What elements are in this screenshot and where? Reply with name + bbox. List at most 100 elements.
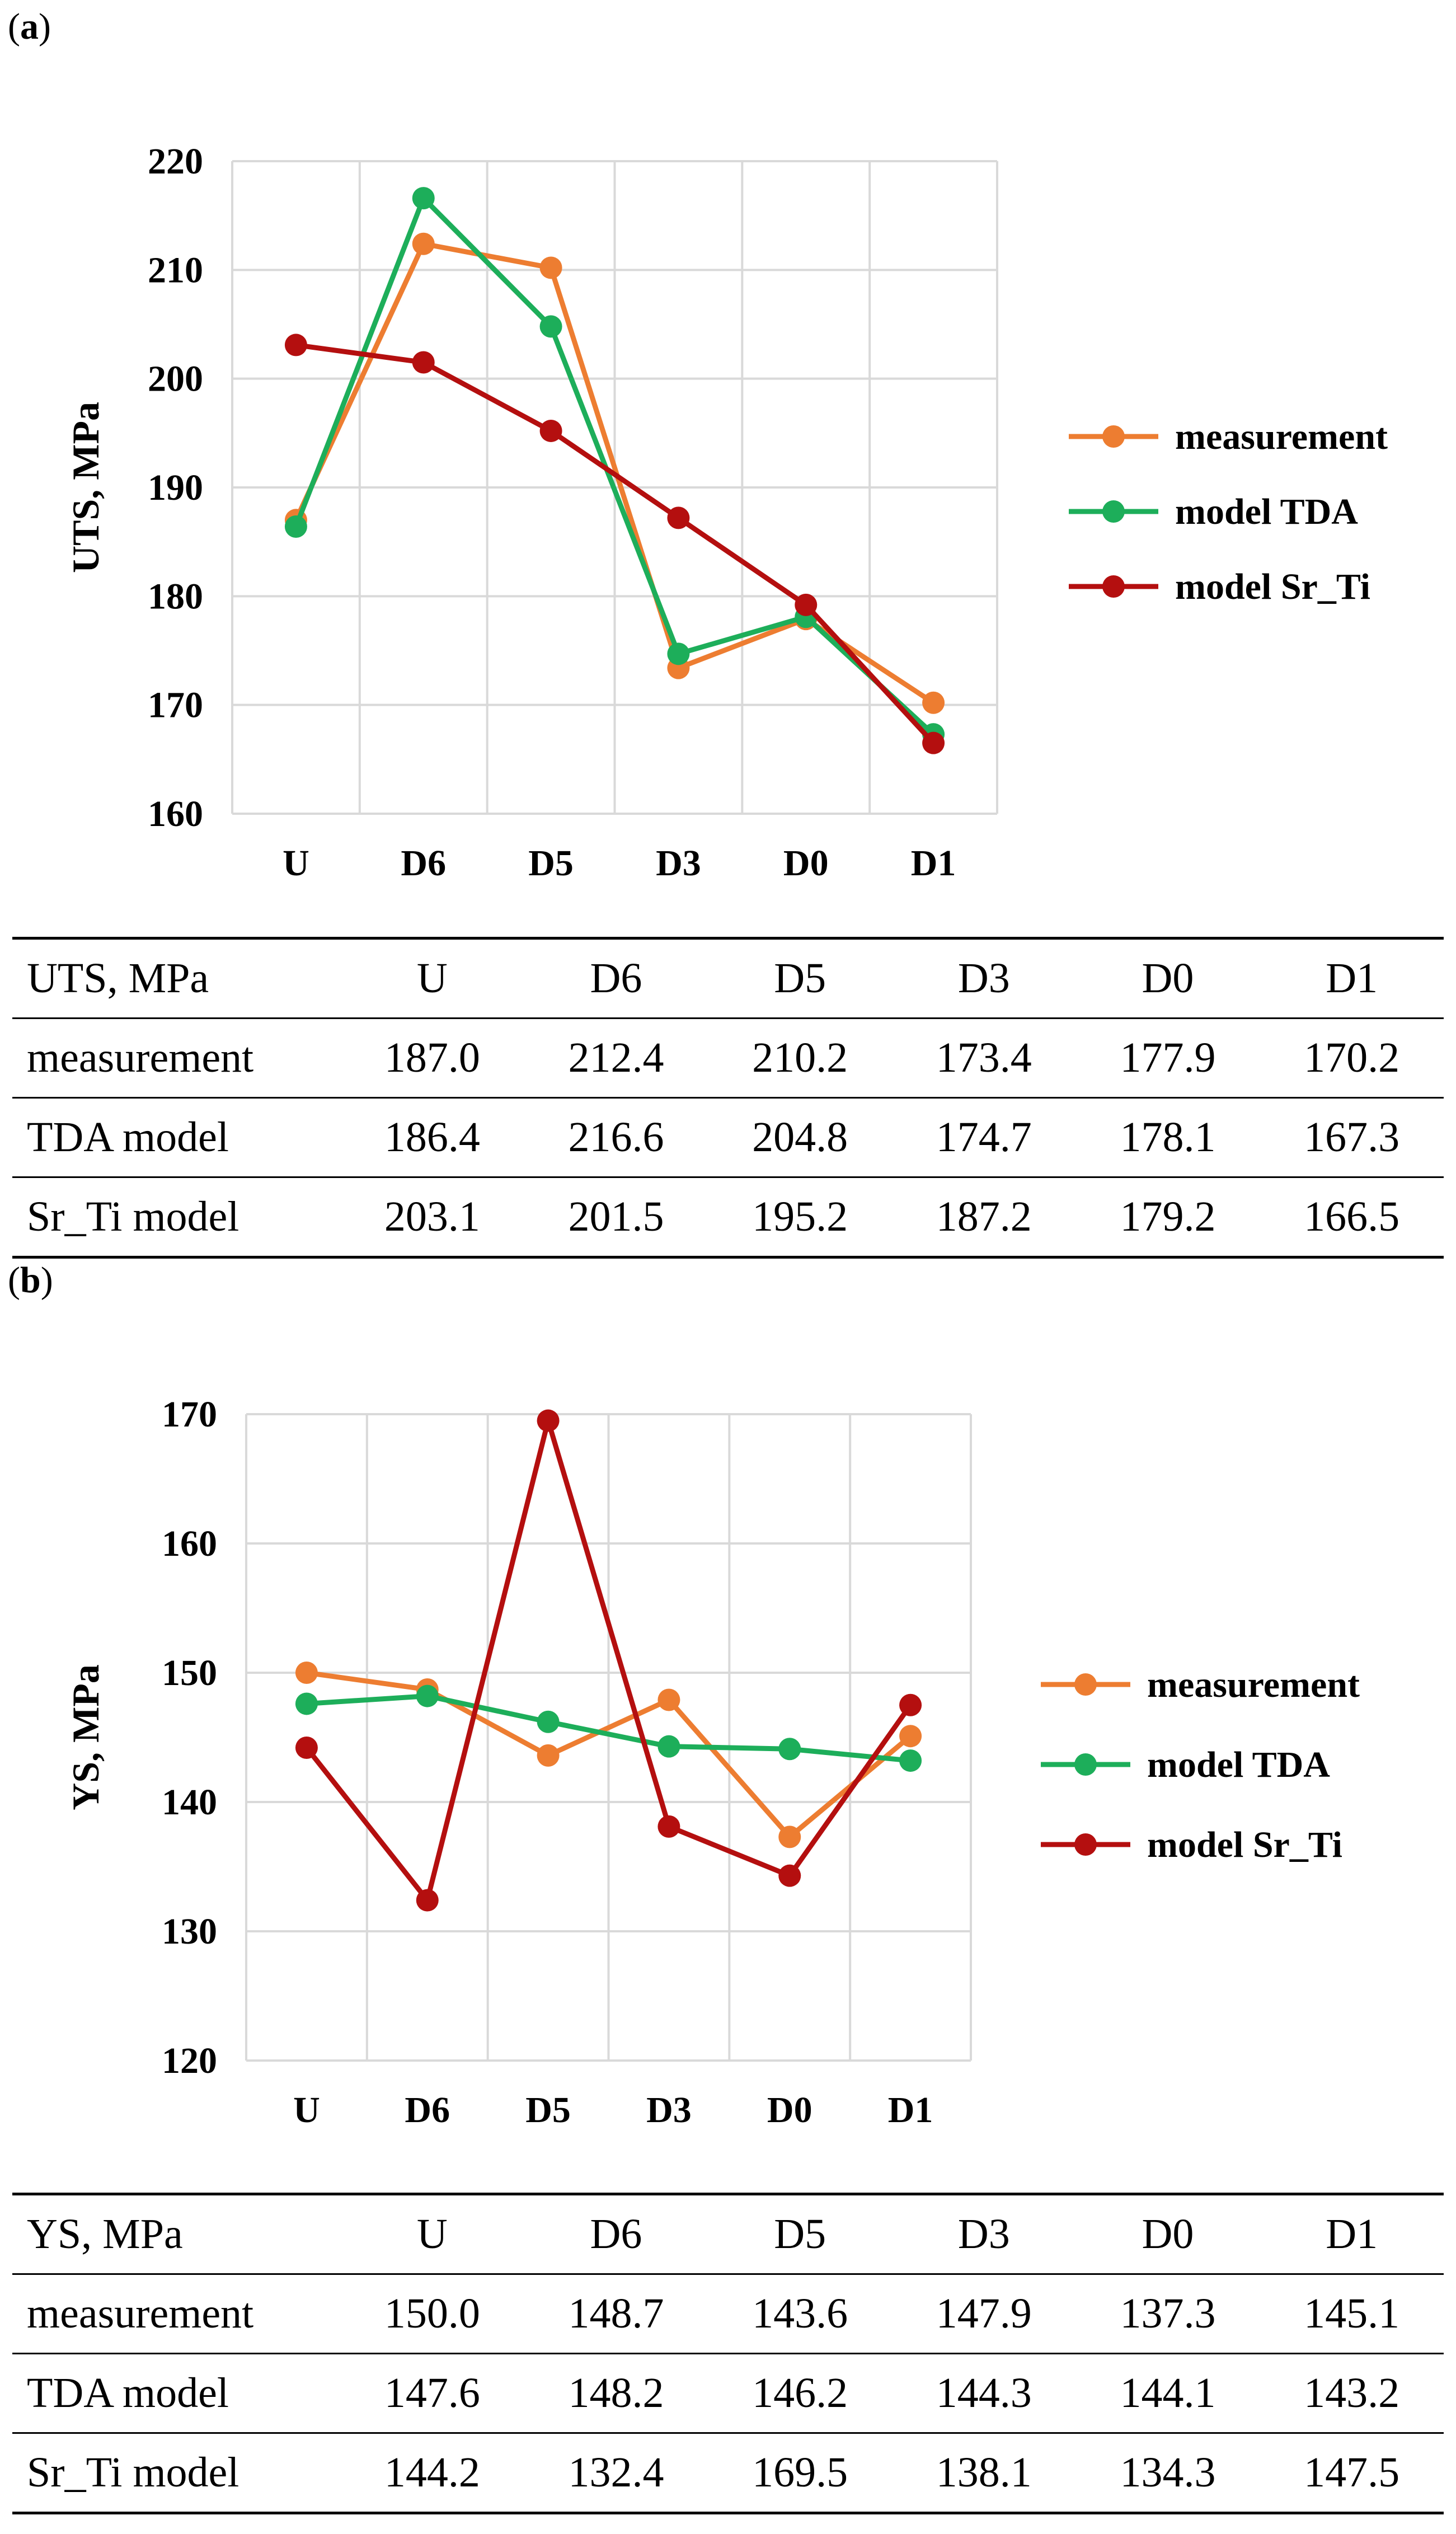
table-header-cell: D6 bbox=[524, 937, 708, 1019]
table-row: TDA model 147.6 148.2 146.2 144.3 144.1 … bbox=[12, 2353, 1444, 2434]
x-tick-label: D0 bbox=[783, 843, 829, 884]
data-point bbox=[922, 691, 945, 714]
series-line bbox=[306, 1693, 911, 1763]
table-cell: 186.4 bbox=[340, 1097, 524, 1178]
data-point bbox=[667, 506, 690, 529]
uts-table: UTS, MPa U D6 D5 D3 D0 D1 measurement 18… bbox=[12, 937, 1444, 1259]
x-tick-label: D1 bbox=[888, 2090, 933, 2131]
data-point bbox=[778, 1738, 801, 1761]
data-point bbox=[795, 593, 818, 616]
x-tick-label: D6 bbox=[401, 843, 446, 884]
table-cell: 144.1 bbox=[1075, 2353, 1260, 2434]
x-tick-label: D5 bbox=[525, 2090, 571, 2131]
table-cell: 144.2 bbox=[340, 2433, 524, 2514]
data-point bbox=[412, 351, 435, 374]
data-point bbox=[922, 731, 945, 754]
series-line bbox=[293, 241, 935, 705]
y-tick-label: 190 bbox=[148, 467, 203, 508]
table-header-cell: D3 bbox=[891, 937, 1076, 1019]
table-cell: TDA model bbox=[12, 2353, 340, 2434]
y-tick-label: 170 bbox=[162, 1394, 217, 1435]
table-cell: 148.7 bbox=[524, 2274, 708, 2354]
data-point bbox=[899, 1749, 922, 1772]
table-header-cell: D5 bbox=[708, 937, 892, 1019]
table-cell: 167.3 bbox=[1260, 1097, 1444, 1178]
y-tick-label: 130 bbox=[162, 1911, 217, 1952]
table-cell: 195.2 bbox=[708, 1177, 892, 1259]
table-cell: 150.0 bbox=[340, 2274, 524, 2354]
table-cell: 147.9 bbox=[891, 2274, 1076, 2354]
table-cell: 144.3 bbox=[891, 2353, 1076, 2434]
y-axis-label: UTS, MPa bbox=[64, 402, 107, 573]
table-cell: Sr_Ti model bbox=[12, 1177, 340, 1259]
x-tick-label: D5 bbox=[528, 843, 574, 884]
panel-a-label: (a) bbox=[8, 6, 51, 47]
table-header-row: UTS, MPa U D6 D5 D3 D0 D1 bbox=[12, 937, 1444, 1019]
data-point bbox=[295, 1692, 318, 1715]
table-cell: 166.5 bbox=[1260, 1177, 1444, 1259]
table-header-cell: D5 bbox=[708, 2193, 892, 2275]
data-point bbox=[778, 1864, 801, 1887]
table-cell: 212.4 bbox=[524, 1018, 708, 1099]
x-tick-label: U bbox=[283, 843, 309, 884]
legend-marker bbox=[1074, 1753, 1097, 1776]
table-cell: 146.2 bbox=[708, 2353, 892, 2434]
y-tick-label: 170 bbox=[148, 685, 203, 726]
table-cell: measurement bbox=[12, 2274, 340, 2354]
table-cell: 145.1 bbox=[1260, 2274, 1444, 2354]
table-row: TDA model 186.4 216.6 204.8 174.7 178.1 … bbox=[12, 1097, 1444, 1178]
series-line bbox=[295, 342, 936, 745]
table-cell: 147.6 bbox=[340, 2353, 524, 2434]
data-point bbox=[539, 419, 562, 442]
y-axis-label: YS, MPa bbox=[64, 1664, 107, 1810]
table-row: Sr_Ti model 144.2 132.4 169.5 138.1 134.… bbox=[12, 2433, 1444, 2514]
uts-line-chart: 160 170 180 190 200 210 220 U D6 D5 D3 D0 D1 UTS, MPa… bbox=[64, 141, 1388, 884]
table-row: measurement 150.0 148.7 143.6 147.9 137.… bbox=[12, 2274, 1444, 2354]
table-cell: 148.2 bbox=[524, 2353, 708, 2434]
table-cell: 187.0 bbox=[340, 1018, 524, 1099]
table-cell: 174.7 bbox=[891, 1097, 1076, 1178]
table-cell: Sr_Ti model bbox=[12, 2433, 340, 2514]
table-cell: measurement bbox=[12, 1018, 340, 1099]
table-header-cell: D3 bbox=[891, 2193, 1076, 2275]
data-point bbox=[412, 187, 435, 210]
table-cell: 138.1 bbox=[891, 2433, 1076, 2514]
legend-label: model Sr_Ti bbox=[1147, 1824, 1342, 1865]
table-cell: 179.2 bbox=[1075, 1177, 1260, 1259]
series-line bbox=[306, 1670, 912, 1840]
legend-label: model TDA bbox=[1175, 491, 1358, 532]
series-line bbox=[304, 1418, 913, 1903]
legend-marker bbox=[1074, 1833, 1097, 1856]
data-point bbox=[899, 1693, 922, 1716]
data-point bbox=[899, 1725, 922, 1748]
x-tick-label: D3 bbox=[656, 843, 701, 884]
data-point bbox=[284, 334, 307, 356]
table-header-cell: D0 bbox=[1075, 2193, 1260, 2275]
table-cell: 216.6 bbox=[524, 1097, 708, 1178]
table-row: Sr_Ti model 203.1 201.5 195.2 187.2 179.… bbox=[12, 1177, 1444, 1259]
data-point bbox=[537, 1710, 560, 1733]
table-header-cell: U bbox=[340, 2193, 524, 2275]
table-cell: 203.1 bbox=[340, 1177, 524, 1259]
data-point bbox=[412, 232, 435, 255]
x-tick-label: D6 bbox=[405, 2090, 450, 2131]
table-cell: 170.2 bbox=[1260, 1018, 1444, 1099]
series-line bbox=[293, 195, 936, 736]
y-tick-label: 220 bbox=[148, 141, 203, 182]
table-cell: 177.9 bbox=[1075, 1018, 1260, 1099]
y-tick-label: 180 bbox=[148, 576, 203, 617]
ys-table: YS, MPa U D6 D5 D3 D0 D1 measurement 150… bbox=[12, 2193, 1444, 2514]
legend-marker bbox=[1074, 1673, 1097, 1696]
table-header-cell: UTS, MPa bbox=[12, 937, 340, 1019]
table-cell: 201.5 bbox=[524, 1177, 708, 1259]
data-point bbox=[284, 515, 307, 538]
data-point bbox=[667, 642, 690, 665]
table-cell: 147.5 bbox=[1260, 2433, 1444, 2514]
table-row: measurement 187.0 212.4 210.2 173.4 177.… bbox=[12, 1018, 1444, 1099]
table-cell: 178.1 bbox=[1075, 1097, 1260, 1178]
legend-label: model Sr_Ti bbox=[1175, 566, 1370, 607]
ys-line-chart: 120 130 140 150 160 170 U D6 D5 D3 D0 D1 YS, MPa meas… bbox=[64, 1394, 1360, 2131]
y-tick-label: 210 bbox=[148, 250, 203, 290]
y-tick-label: 120 bbox=[162, 2040, 217, 2081]
data-point bbox=[539, 315, 562, 338]
